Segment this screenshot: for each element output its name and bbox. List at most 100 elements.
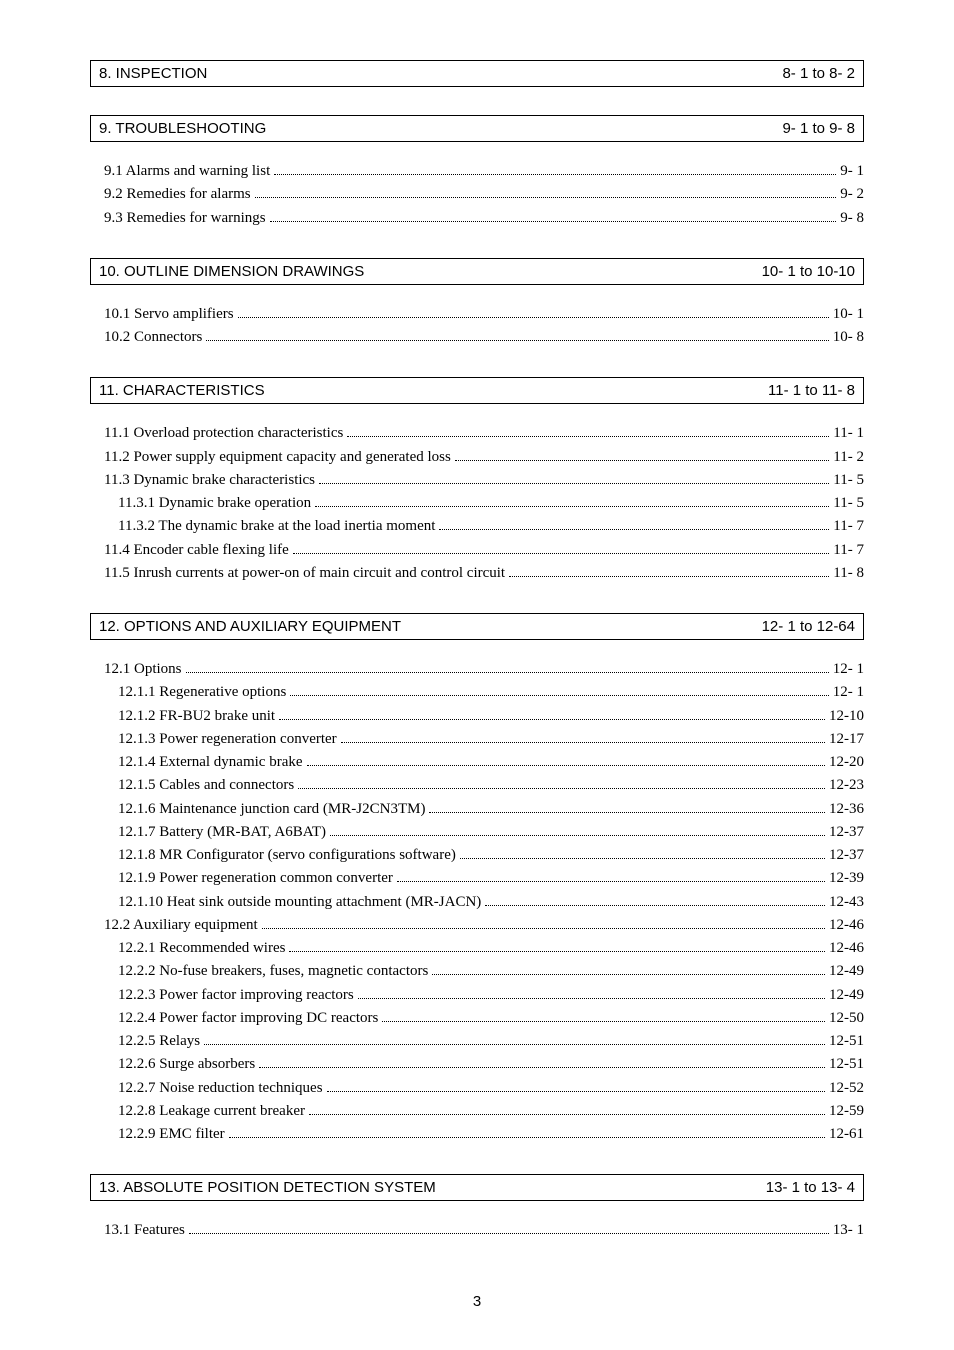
toc-entry-title: 12.2 Auxiliary equipment	[104, 914, 258, 937]
toc-entry-title: 11.4 Encoder cable flexing life	[104, 539, 289, 562]
toc-entry-title: 12.2.9 EMC filter	[118, 1123, 225, 1146]
toc-dots	[509, 568, 829, 577]
toc-dots	[262, 920, 825, 929]
toc-dots	[307, 757, 825, 766]
toc-entry: 11.1 Overload protection characteristics…	[90, 422, 864, 445]
toc-dots	[293, 544, 830, 553]
toc-entry-title: 11.1 Overload protection characteristics	[104, 422, 343, 445]
section-range: 11- 1 to 11- 8	[768, 382, 855, 399]
toc-entry-page: 13- 1	[833, 1219, 864, 1242]
toc-dots	[279, 710, 825, 719]
section-range: 8- 1 to 8- 2	[782, 65, 855, 82]
toc-entry-page: 12-46	[829, 937, 864, 960]
toc-dots	[206, 332, 828, 341]
toc-entry-page: 12-52	[829, 1077, 864, 1100]
section-title: 8. INSPECTION	[99, 65, 207, 82]
toc-content: 8. INSPECTION 8- 1 to 8- 2 9. TROUBLESHOOT…	[90, 60, 864, 1243]
toc-entry-page: 12-10	[829, 705, 864, 728]
toc-entry: 11.5 Inrush currents at power-on of main…	[90, 562, 864, 585]
toc-entry-page: 11- 7	[833, 539, 864, 562]
toc-entry-page: 12-51	[829, 1053, 864, 1076]
toc-entry-title: 9.1 Alarms and warning list	[104, 160, 270, 183]
toc-dots	[341, 734, 825, 743]
toc-entry-page: 12-49	[829, 984, 864, 1007]
toc-entry-page: 12-23	[829, 774, 864, 797]
section-header: 8. INSPECTION 8- 1 to 8- 2	[90, 60, 864, 87]
toc-entry-title: 11.5 Inrush currents at power-on of main…	[104, 562, 505, 585]
toc-entry: 12.1.1 Regenerative options 12- 1	[90, 681, 864, 704]
toc-entry: 12.1.6 Maintenance junction card (MR-J2C…	[90, 798, 864, 821]
toc-dots	[204, 1036, 825, 1045]
toc-dots	[309, 1106, 825, 1115]
section-title: 13. ABSOLUTE POSITION DETECTION SYSTEM	[99, 1179, 436, 1196]
section-title: 12. OPTIONS AND AUXILIARY EQUIPMENT	[99, 618, 401, 635]
toc-entry: 12.2.5 Relays12-51	[90, 1030, 864, 1053]
toc-entry-title: 12.2.8 Leakage current breaker	[118, 1100, 305, 1123]
toc-dots	[455, 451, 829, 460]
toc-entry-page: 9- 8	[840, 207, 864, 230]
toc-entry: 11.3.1 Dynamic brake operation11- 5	[90, 492, 864, 515]
toc-entry: 12.1.4 External dynamic brake12-20	[90, 751, 864, 774]
toc-entry-title: 12.2.7 Noise reduction techniques	[118, 1077, 323, 1100]
toc-dots	[270, 212, 837, 221]
toc-dots	[255, 189, 837, 198]
toc-entry-title: 12.1.5 Cables and connectors	[118, 774, 294, 797]
toc-dots	[460, 850, 825, 859]
toc-entry: 9.2 Remedies for alarms9- 2	[90, 183, 864, 206]
toc-entry: 13.1 Features13- 1	[90, 1219, 864, 1242]
toc-dots	[274, 166, 836, 175]
toc-entry-page: 10- 1	[833, 303, 864, 326]
toc-entry: 12.1.2 FR-BU2 brake unit12-10	[90, 705, 864, 728]
toc-entry-page: 12-49	[829, 960, 864, 983]
section-header: 12. OPTIONS AND AUXILIARY EQUIPMENT 12- 1…	[90, 613, 864, 640]
page-number: 3	[0, 1293, 954, 1310]
toc-entry: 12.2 Auxiliary equipment 12-46	[90, 914, 864, 937]
toc-entry-title: 9.2 Remedies for alarms	[104, 183, 251, 206]
toc-dots	[319, 475, 829, 484]
section-title: 10. OUTLINE DIMENSION DRAWINGS	[99, 263, 364, 280]
toc-entry: 10.1 Servo amplifiers10- 1	[90, 303, 864, 326]
toc-dots	[238, 309, 829, 318]
toc-entry: 12.2.8 Leakage current breaker12-59	[90, 1100, 864, 1123]
section-range: 12- 1 to 12-64	[762, 618, 855, 635]
toc-entry: 12.2.9 EMC filter 12-61	[90, 1123, 864, 1146]
toc-entry: 12.2.1 Recommended wires12-46	[90, 937, 864, 960]
toc-entry-page: 10- 8	[833, 326, 864, 349]
toc-entry-title: 12.2.2 No-fuse breakers, fuses, magnetic…	[118, 960, 428, 983]
toc-entry-title: 12.1.1 Regenerative options	[118, 681, 286, 704]
toc-dots	[229, 1129, 825, 1138]
toc-entry: 10.2 Connectors 10- 8	[90, 326, 864, 349]
toc-dots	[327, 1082, 825, 1091]
toc-dots	[330, 827, 825, 836]
toc-entry-page: 12- 1	[833, 681, 864, 704]
toc-entry: 12.1.9 Power regeneration common convert…	[90, 867, 864, 890]
toc-entry-page: 12-46	[829, 914, 864, 937]
toc-entry: 12.1.10 Heat sink outside mounting attac…	[90, 891, 864, 914]
toc-entry-title: 10.2 Connectors	[104, 326, 202, 349]
toc-entry: 9.1 Alarms and warning list9- 1	[90, 160, 864, 183]
toc-entry: 11.2 Power supply equipment capacity and…	[90, 446, 864, 469]
toc-dots	[289, 943, 825, 952]
toc-dots	[290, 687, 828, 696]
toc-entry: 9.3 Remedies for warnings 9- 8	[90, 207, 864, 230]
toc-entry-title: 12.1 Options	[104, 658, 182, 681]
toc-dots	[358, 989, 825, 998]
section-range: 13- 1 to 13- 4	[766, 1179, 855, 1196]
section-header: 11. CHARACTERISTICS11- 1 to 11- 8	[90, 377, 864, 404]
toc-dots	[485, 896, 825, 905]
page-container: 8. INSPECTION 8- 1 to 8- 2 9. TROUBLESHOOT…	[0, 0, 954, 1350]
toc-dots	[382, 1013, 825, 1022]
toc-entry-title: 12.2.4 Power factor improving DC reactor…	[118, 1007, 378, 1030]
toc-entry-title: 9.3 Remedies for warnings	[104, 207, 266, 230]
toc-entry: 11.3.2 The dynamic brake at the load ine…	[90, 515, 864, 538]
toc-entry: 12.2.4 Power factor improving DC reactor…	[90, 1007, 864, 1030]
section-header: 9. TROUBLESHOOTING9- 1 to 9- 8	[90, 115, 864, 142]
toc-dots	[186, 664, 829, 673]
toc-entry-page: 12-61	[829, 1123, 864, 1146]
toc-entry-page: 12-43	[829, 891, 864, 914]
toc-entry-title: 11.3.1 Dynamic brake operation	[118, 492, 311, 515]
toc-entry-title: 12.1.9 Power regeneration common convert…	[118, 867, 393, 890]
toc-entry: 12.1.5 Cables and connectors 12-23	[90, 774, 864, 797]
toc-dots	[315, 498, 829, 507]
toc-dots	[432, 966, 825, 975]
